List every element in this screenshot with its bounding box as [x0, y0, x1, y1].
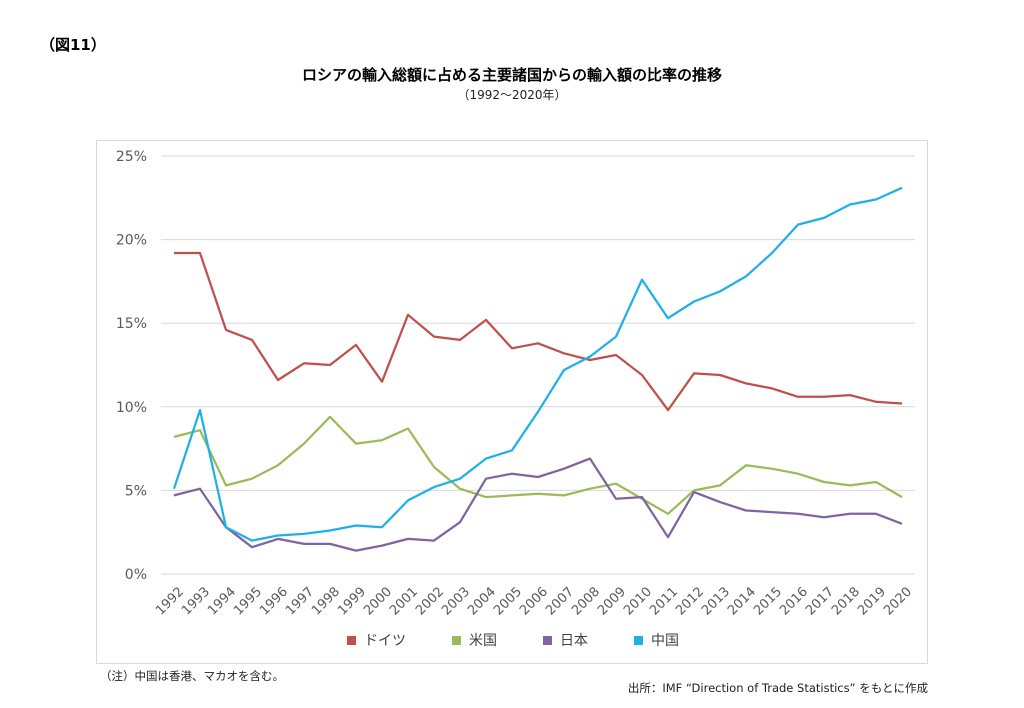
- figure-label: （図11）: [40, 36, 106, 54]
- legend-label: ドイツ: [364, 633, 406, 649]
- x-tick-label: 2014: [725, 584, 759, 618]
- legend: ドイツ 米国 日本 中国: [97, 630, 929, 650]
- legend-label: 中国: [651, 633, 679, 649]
- x-tick-label: 1999: [335, 584, 369, 618]
- legend-swatch: [452, 635, 461, 645]
- x-tick-label: 2019: [855, 584, 889, 618]
- legend-label: 米国: [469, 633, 497, 649]
- legend-swatch: [347, 635, 356, 645]
- x-tick-label: 2012: [673, 584, 707, 618]
- x-tick-label: 2001: [387, 584, 421, 618]
- x-tick-label: 1993: [179, 584, 213, 618]
- legend-label: 日本: [560, 633, 588, 649]
- chart-subtitle: （1992～2020年）: [457, 88, 567, 102]
- x-tick-label: 1997: [283, 584, 317, 618]
- x-tick-label: 2003: [439, 584, 473, 618]
- y-tick-label: 20%: [116, 233, 147, 249]
- x-tick-label: 2009: [595, 584, 629, 618]
- y-tick-label: 0%: [125, 567, 147, 583]
- x-tick-label: 2007: [543, 584, 577, 618]
- x-tick-label: 1994: [205, 584, 239, 618]
- y-tick-label: 5%: [125, 483, 147, 499]
- legend-swatch: [634, 635, 643, 645]
- y-tick-label: 10%: [116, 400, 147, 416]
- footnote: （注）中国は香港、マカオを含む。: [100, 669, 284, 683]
- legend-item: ドイツ: [347, 630, 406, 650]
- x-tick-label: 1992: [153, 584, 187, 618]
- legend-item: 米国: [452, 630, 497, 650]
- series-line-米国: [173, 415, 903, 515]
- x-tick-label: 2015: [751, 584, 785, 618]
- x-tick-label: 2006: [517, 584, 551, 618]
- y-tick-label: 25%: [116, 149, 147, 165]
- series-line-ドイツ: [174, 251, 903, 412]
- x-tick-label: 2005: [491, 584, 525, 618]
- y-tick-label: 15%: [116, 316, 147, 332]
- x-tick-label: 2017: [803, 584, 837, 618]
- x-tick-label: 1998: [309, 584, 343, 618]
- x-tick-label: 2008: [569, 584, 603, 618]
- x-tick-label: 2018: [829, 584, 863, 618]
- source-note: 出所：IMF “Direction of Trade Statistics” を…: [627, 681, 928, 695]
- x-tick-label: 1996: [257, 584, 291, 618]
- x-tick-label: 2000: [361, 584, 395, 618]
- legend-item: 中国: [634, 630, 679, 650]
- x-tick-label: 2016: [777, 584, 811, 618]
- x-tick-label: 2011: [647, 584, 681, 618]
- series-line-中国: [172, 186, 903, 542]
- chart-title: ロシアの輸入総額に占める主要諸国からの輸入額の比率の推移: [301, 66, 722, 84]
- x-tick-label: 2002: [413, 584, 447, 618]
- series-line-日本: [173, 457, 903, 552]
- x-tick-label: 2010: [621, 584, 655, 618]
- x-tick-label: 2020: [881, 584, 915, 618]
- x-tick-label: 2004: [465, 584, 499, 618]
- x-tick-label: 2013: [699, 584, 733, 618]
- legend-swatch: [543, 635, 552, 645]
- line-chart: 0% 5% 10% 15% 20% 25% 199219931994199519961997…: [116, 149, 915, 618]
- legend-item: 日本: [543, 630, 588, 650]
- x-tick-label: 1995: [231, 584, 265, 618]
- chart-area: 0% 5% 10% 15% 20% 25% 1992 1993 1994 1995 1996 1997…: [96, 140, 928, 664]
